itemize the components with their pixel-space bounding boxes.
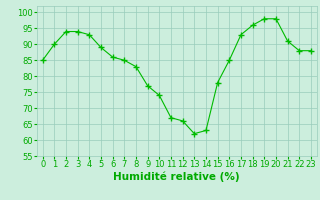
X-axis label: Humidité relative (%): Humidité relative (%) [114,172,240,182]
